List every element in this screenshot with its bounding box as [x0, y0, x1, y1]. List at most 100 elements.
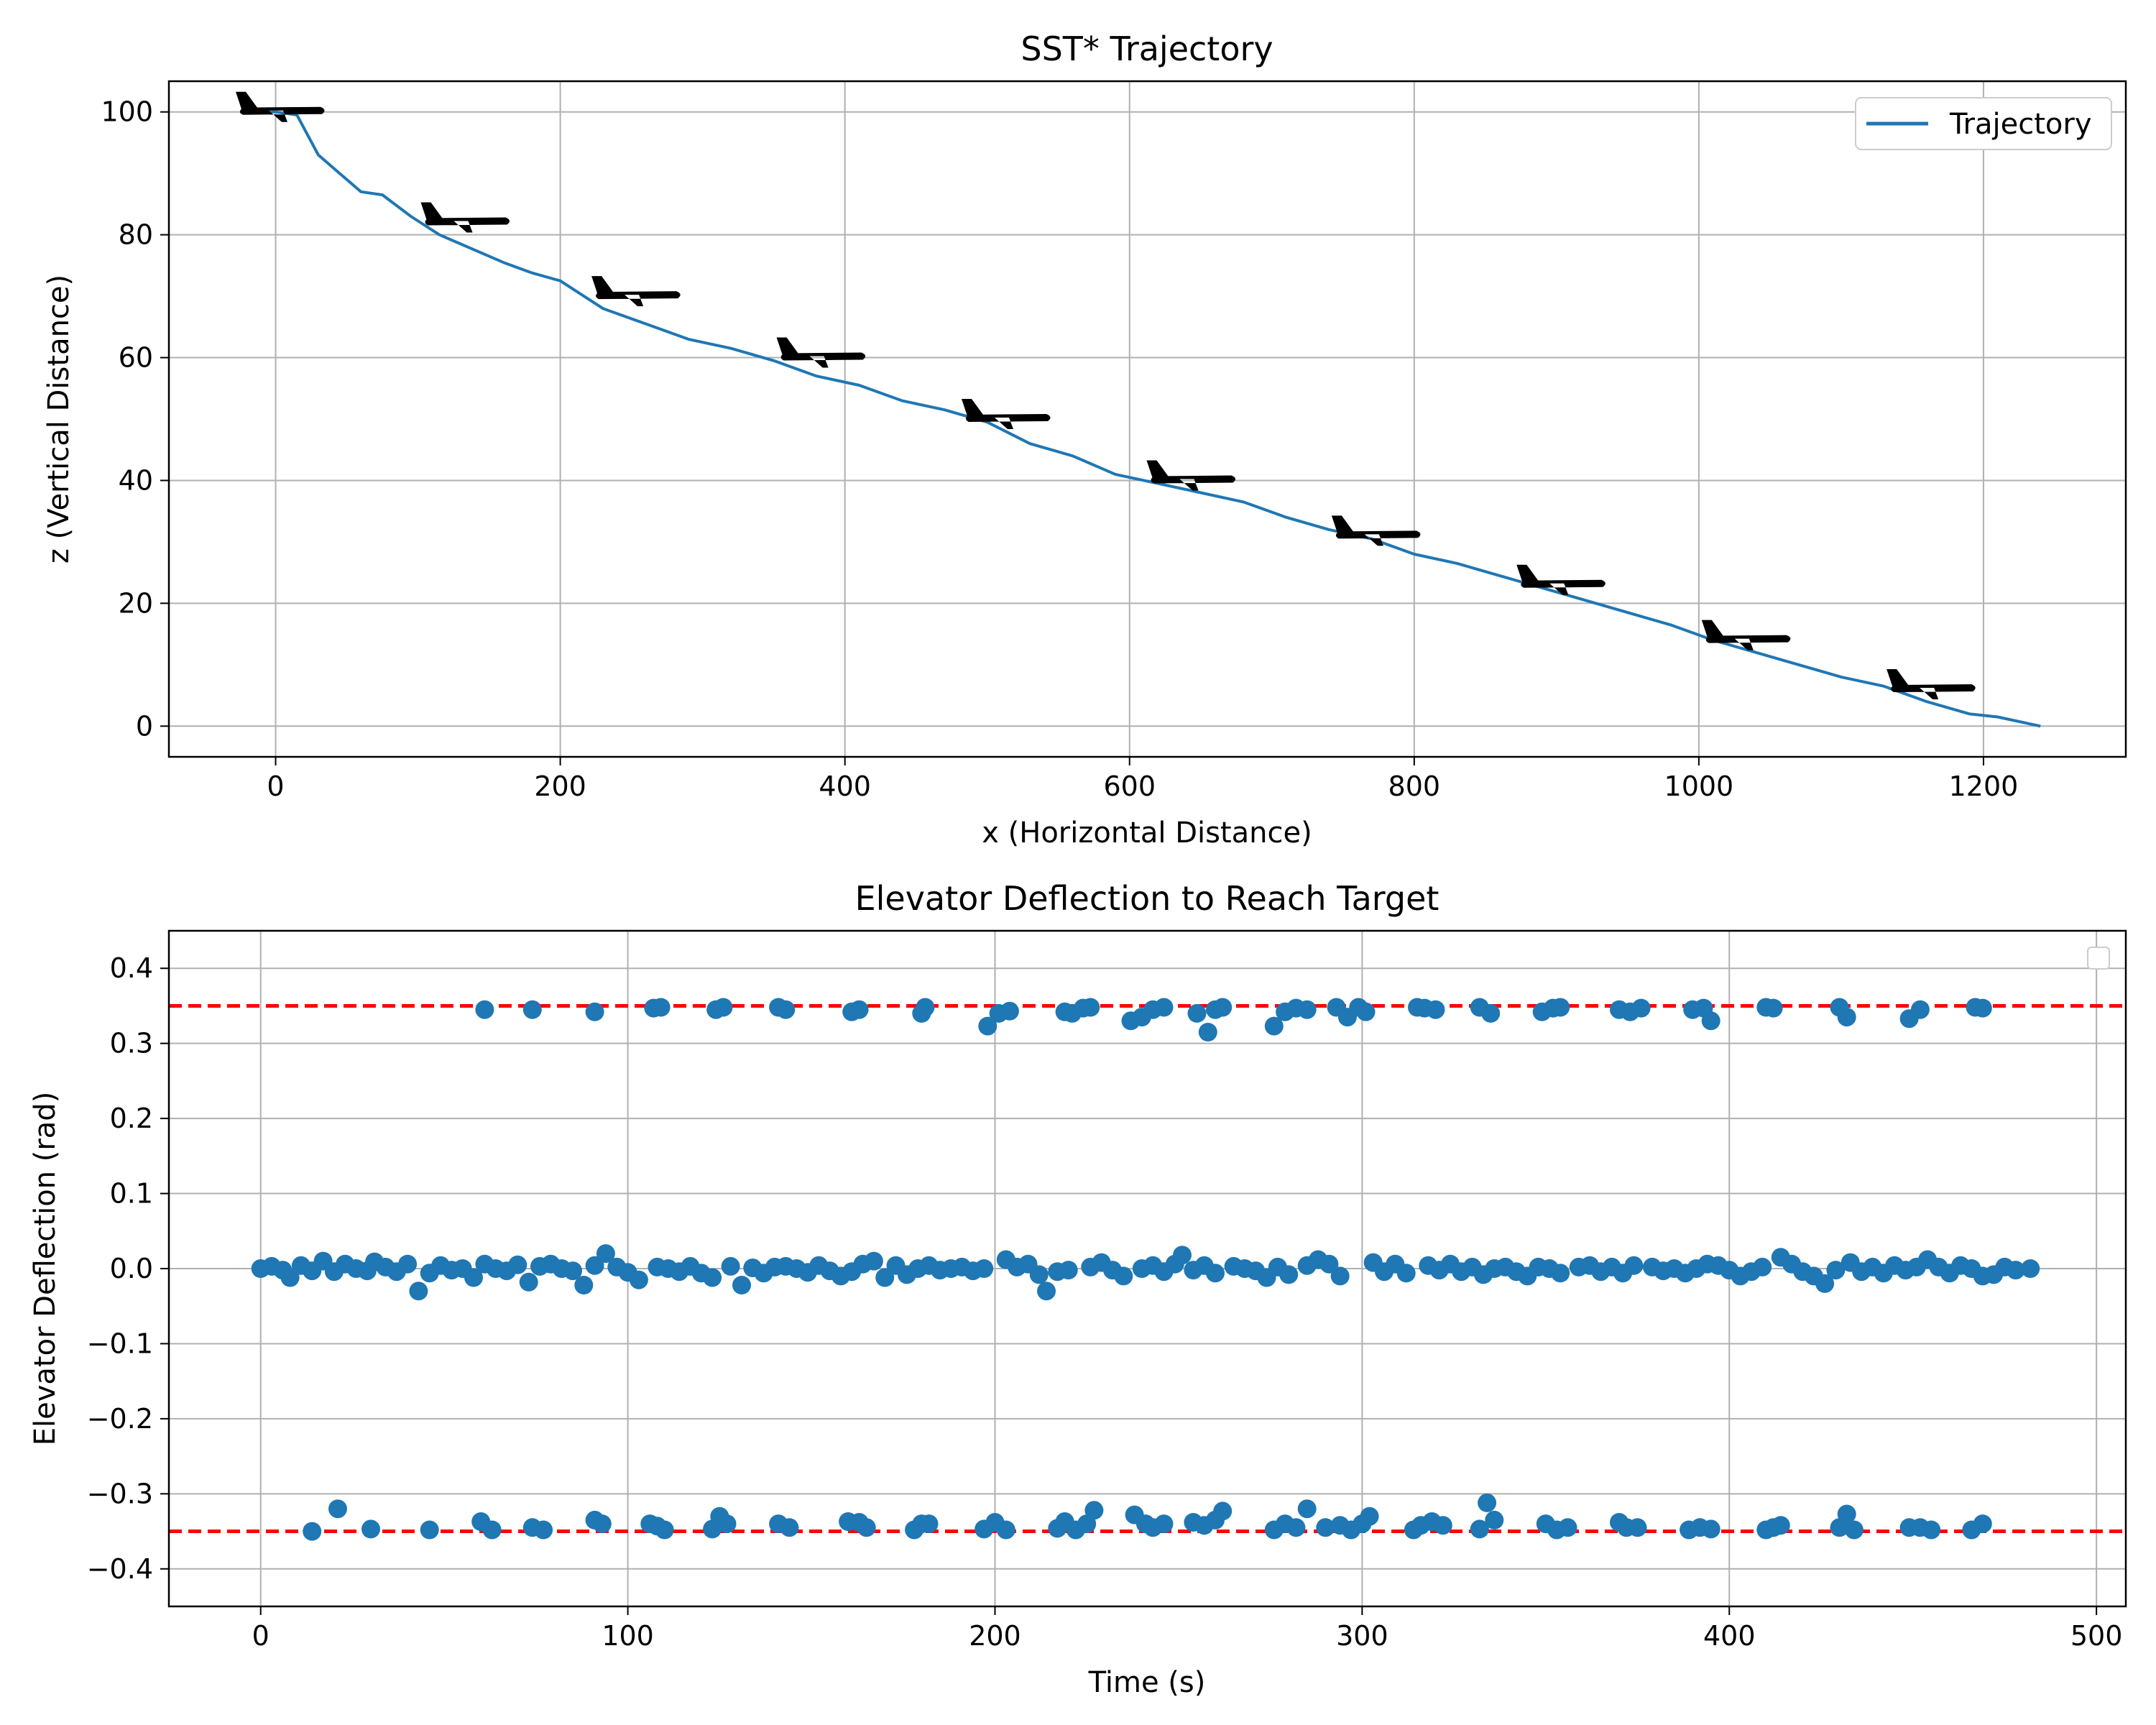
deflection-point — [1360, 1506, 1379, 1526]
deflection-point — [1114, 1266, 1133, 1286]
deflection-point — [1081, 998, 1100, 1017]
deflection-point — [1701, 1519, 1720, 1539]
y-tick-label: 0.2 — [110, 1103, 153, 1134]
trajectory-x-axis-label: x (Horizontal Distance) — [982, 816, 1312, 850]
y-tick-label: 0.4 — [110, 952, 153, 984]
deflection-point — [328, 1499, 347, 1519]
deflection-point — [1433, 1516, 1452, 1535]
deflection-point — [732, 1276, 751, 1294]
deflection-point — [1084, 1501, 1104, 1520]
deflection-point — [574, 1276, 594, 1294]
deflection-point — [398, 1254, 418, 1274]
deflection-point — [1631, 998, 1651, 1018]
aircraft-shape — [1331, 515, 1421, 546]
trajectory-x-ticks: 0 200 400 600 800 1000 1200 — [267, 757, 2018, 802]
deflection-point — [875, 1268, 895, 1287]
legend-box — [1855, 97, 2112, 150]
y-tick-label: −0.2 — [87, 1403, 153, 1435]
aircraft-shape — [591, 276, 681, 307]
deflection-point — [1551, 1264, 1570, 1283]
deflection-point — [585, 1256, 604, 1275]
aircraft-icon — [1146, 460, 1236, 491]
elevator-y-axis-label: Elevator Deflection (rad) — [29, 1092, 62, 1446]
aircraft-icon — [591, 276, 681, 307]
x-tick-label: 400 — [1703, 1620, 1756, 1652]
aircraft-shape — [1516, 564, 1606, 595]
trajectory-axes-frame — [167, 80, 2127, 758]
deflection-point — [409, 1282, 428, 1301]
y-tick-label: 60 — [119, 342, 153, 374]
deflection-point — [1624, 1256, 1644, 1275]
deflection-point — [1470, 1519, 1489, 1539]
deflection-point — [1551, 998, 1570, 1017]
deflection-point — [1297, 1000, 1317, 1019]
aircraft-shape — [1701, 620, 1791, 650]
deflection-point — [1213, 1501, 1233, 1521]
deflection-point — [1764, 998, 1783, 1018]
deflection-point — [1910, 1000, 1930, 1019]
deflection-point — [1837, 1504, 1856, 1524]
deflection-point — [585, 1002, 604, 1021]
aircraft-icon — [1331, 515, 1421, 546]
deflection-point — [1297, 1499, 1317, 1519]
trajectory-y-axis-label: z (Vertical Distance) — [42, 275, 75, 564]
aircraft-shape — [962, 399, 1051, 429]
aircraft-icon — [1886, 669, 1976, 699]
deflection-point — [1279, 1265, 1299, 1284]
deflection-point — [919, 1514, 939, 1534]
deflection-point — [1173, 1246, 1192, 1265]
y-tick-label: 40 — [119, 464, 153, 496]
x-tick-label: 0 — [252, 1620, 270, 1652]
empty-legend-box — [2087, 947, 2110, 970]
deflection-point — [1037, 1282, 1056, 1301]
deflection-point — [508, 1255, 528, 1274]
deflection-point — [1973, 998, 1992, 1018]
trajectory-plot: SST* Trajectory 0 200 400 600 800 1000 1200 0 2… — [42, 29, 2127, 850]
deflection-point — [1771, 1516, 1790, 1535]
aircraft-shape — [1146, 460, 1236, 491]
deflection-point — [1000, 1001, 1019, 1021]
deflection-point — [592, 1514, 612, 1534]
x-tick-label: 200 — [969, 1620, 1021, 1652]
y-tick-label: 0.3 — [110, 1028, 153, 1059]
deflection-point — [1753, 1257, 1772, 1276]
y-tick-label: 0.0 — [110, 1253, 153, 1284]
deflection-point — [1973, 1514, 1992, 1534]
deflection-point — [1319, 1254, 1339, 1274]
y-tick-label: −0.3 — [87, 1478, 153, 1509]
x-tick-label: 500 — [2070, 1620, 2123, 1652]
deflection-point — [721, 1256, 740, 1276]
trajectory-title: SST* Trajectory — [1021, 29, 1273, 68]
y-tick-label: 100 — [101, 96, 153, 128]
deflection-point — [1187, 1003, 1207, 1023]
elevator-plot: Elevator Deflection to Reach Target 0 100… — [29, 879, 2127, 1699]
deflection-point — [482, 1520, 502, 1540]
aircraft-shape — [236, 91, 325, 122]
deflection-point — [655, 1520, 674, 1540]
deflection-point — [1478, 1493, 1497, 1512]
deflection-point — [303, 1522, 322, 1541]
elevator-x-ticks: 0 100 200 300 400 500 — [252, 1606, 2123, 1652]
deflection-point — [1198, 1023, 1217, 1041]
x-tick-label: 1200 — [1949, 770, 2019, 802]
deflection-point — [1837, 1008, 1856, 1027]
deflection-point — [1029, 1265, 1049, 1284]
deflection-point — [651, 998, 671, 1017]
elevator-y-ticks: 0.4 0.3 0.2 0.1 0.0 −0.1 −0.2 −0.3 −0.4 — [87, 952, 169, 1585]
deflection-point — [475, 1000, 494, 1019]
deflection-point — [1815, 1274, 1835, 1293]
deflection-point — [1154, 1514, 1174, 1534]
deflection-point — [1316, 1518, 1335, 1537]
deflection-point — [629, 1270, 648, 1289]
y-tick-label: 80 — [119, 219, 153, 251]
deflection-point — [1154, 998, 1174, 1017]
deflection-point — [1286, 1518, 1306, 1537]
deflection-point — [1426, 1000, 1445, 1019]
deflection-point — [361, 1519, 380, 1539]
x-tick-label: 400 — [819, 770, 871, 802]
deflection-point — [978, 1016, 998, 1036]
x-tick-label: 1000 — [1664, 770, 1734, 802]
deflection-point — [776, 1000, 796, 1019]
deflection-point — [522, 1000, 542, 1019]
